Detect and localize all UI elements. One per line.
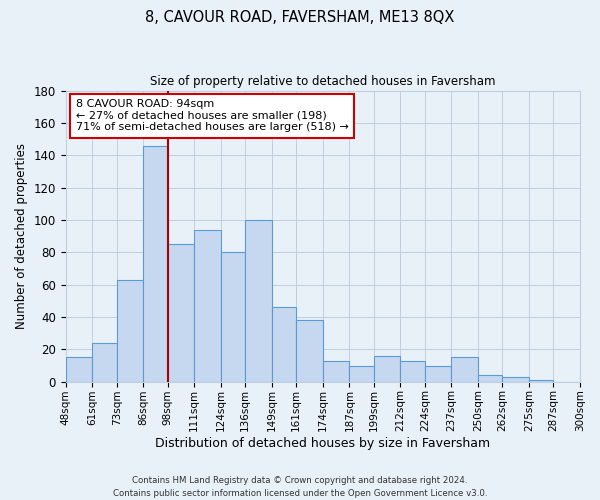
Text: Contains HM Land Registry data © Crown copyright and database right 2024.
Contai: Contains HM Land Registry data © Crown c… xyxy=(113,476,487,498)
Bar xyxy=(478,375,502,382)
Bar xyxy=(168,244,194,382)
Bar xyxy=(323,360,349,382)
Bar xyxy=(116,280,143,382)
Bar xyxy=(92,343,116,382)
Y-axis label: Number of detached properties: Number of detached properties xyxy=(15,143,28,329)
X-axis label: Distribution of detached houses by size in Faversham: Distribution of detached houses by size … xyxy=(155,437,490,450)
Bar xyxy=(349,366,374,382)
Title: Size of property relative to detached houses in Faversham: Size of property relative to detached ho… xyxy=(150,75,496,88)
Bar xyxy=(272,308,296,382)
Bar xyxy=(529,380,553,382)
Bar xyxy=(400,360,425,382)
Bar xyxy=(65,358,92,382)
Bar xyxy=(296,320,323,382)
Bar xyxy=(374,356,400,382)
Text: 8, CAVOUR ROAD, FAVERSHAM, ME13 8QX: 8, CAVOUR ROAD, FAVERSHAM, ME13 8QX xyxy=(145,10,455,25)
Bar xyxy=(451,358,478,382)
Bar xyxy=(143,146,168,382)
Bar xyxy=(245,220,272,382)
Bar xyxy=(502,377,529,382)
Text: 8 CAVOUR ROAD: 94sqm
← 27% of detached houses are smaller (198)
71% of semi-deta: 8 CAVOUR ROAD: 94sqm ← 27% of detached h… xyxy=(76,100,349,132)
Bar xyxy=(425,366,451,382)
Bar xyxy=(194,230,221,382)
Bar xyxy=(221,252,245,382)
